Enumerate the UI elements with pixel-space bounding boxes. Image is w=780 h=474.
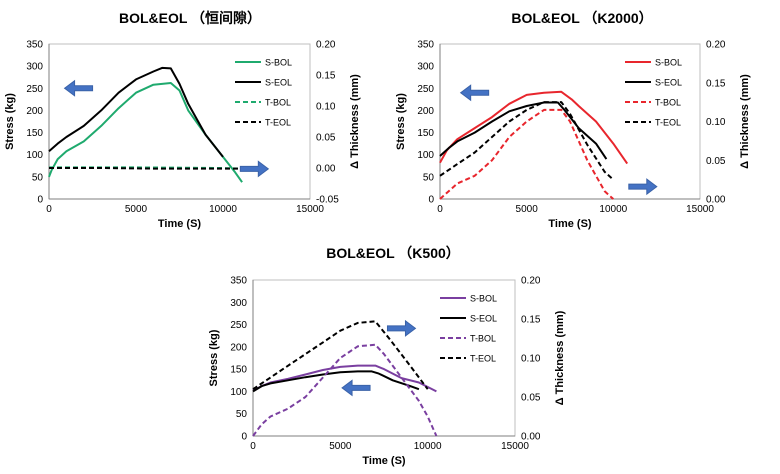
- y-tick-label: 300: [26, 62, 43, 73]
- y-axis-label: Stress (kg): [208, 329, 220, 386]
- arrow-left-icon: [63, 79, 94, 97]
- y-tick-label: 200: [26, 106, 43, 117]
- y-tick-label: 50: [236, 409, 248, 420]
- series-line-s-eol: [439, 101, 608, 160]
- chart-c: BOL&EOL （K500） 0 5000 10000 15000 0 50 100 150 20…: [208, 245, 566, 467]
- chart-title: BOL&EOL （K500）: [326, 245, 460, 261]
- y2-axis-label: Δ Thickness (mm): [739, 74, 751, 169]
- series-line-s-eol: [48, 66, 224, 158]
- legend-label: T-EOL: [655, 118, 681, 128]
- legend-label: S-EOL: [655, 78, 682, 88]
- legend-label: T-BOL: [470, 334, 496, 344]
- y2-tick-label: 0.00: [316, 164, 336, 175]
- chart-title: BOL&EOL （K2000）: [511, 10, 652, 26]
- y-tick-label: 100: [417, 150, 434, 161]
- y-tick-label: 300: [417, 62, 434, 73]
- y-tick-label: 250: [230, 320, 247, 331]
- arrow-right-icon: [386, 319, 417, 337]
- y-tick-label: 200: [230, 342, 247, 353]
- legend-label: S-BOL: [470, 294, 497, 304]
- y-tick-label: 0: [37, 195, 43, 206]
- y2-tick-label: 0.10: [316, 102, 336, 113]
- x-tick-label: 0: [46, 204, 52, 215]
- chart-title: BOL&EOL （恒间隙）: [119, 10, 261, 26]
- y2-tick-label: -0.05: [316, 195, 339, 206]
- y-tick-label: 100: [230, 387, 247, 398]
- y-tick-label: 250: [26, 84, 43, 95]
- y-tick-label: 350: [230, 276, 247, 287]
- y2-tick-label: 0.10: [706, 117, 726, 128]
- y-tick-label: 50: [423, 172, 435, 183]
- chart-b: BOL&EOL （K2000） 0 5000 10000 15000 0 50 100 150 2…: [395, 10, 751, 230]
- y2-tick-label: 0.10: [521, 354, 541, 365]
- y-tick-label: 0: [241, 432, 247, 443]
- legend-label: S-BOL: [265, 58, 292, 68]
- y2-tick-label: 0.05: [706, 156, 726, 167]
- y2-tick-label: 0.15: [706, 78, 726, 89]
- x-axis-label: Time (S): [158, 218, 202, 230]
- series-line-s-bol: [439, 90, 629, 165]
- series-line-t-eol: [252, 320, 429, 391]
- y2-tick-label: 0.15: [316, 71, 336, 82]
- y2-tick-label: 0.20: [521, 276, 541, 287]
- x-tick-label: 5000: [125, 204, 148, 215]
- y-tick-label: 150: [417, 128, 434, 139]
- x-axis-label: Time (S): [548, 218, 592, 230]
- x-tick-label: 5000: [329, 441, 352, 452]
- legend-label: S-BOL: [655, 58, 682, 68]
- x-tick-label: 10000: [209, 204, 237, 215]
- legend-label: T-BOL: [265, 98, 291, 108]
- y-tick-label: 100: [26, 150, 43, 161]
- y2-axis-label: Δ Thickness (mm): [349, 74, 361, 169]
- legend-label: T-EOL: [470, 354, 496, 364]
- x-tick-label: 10000: [599, 204, 627, 215]
- arrow-left-icon: [341, 379, 371, 397]
- series-line-t-bol: [439, 108, 614, 200]
- legend-label: T-EOL: [265, 118, 291, 128]
- x-tick-label: 15000: [501, 441, 529, 452]
- y2-tick-label: 0.05: [316, 133, 336, 144]
- legend-label: S-EOL: [265, 78, 292, 88]
- y2-tick-label: 0.15: [521, 315, 541, 326]
- y-tick-label: 0: [428, 195, 434, 206]
- series-line-t-bol: [252, 343, 438, 437]
- y-axis-label: Stress (kg): [395, 93, 407, 150]
- legend-label: T-BOL: [655, 98, 681, 108]
- y2-axis-label: Δ Thickness (mm): [554, 310, 566, 405]
- y2-tick-label: 0.05: [521, 393, 541, 404]
- y2-tick-label: 0.20: [316, 40, 336, 51]
- y-tick-label: 350: [417, 40, 434, 51]
- x-axis-label: Time (S): [362, 455, 406, 467]
- y-axis-label: Stress (kg): [4, 93, 16, 150]
- x-tick-label: 15000: [686, 204, 714, 215]
- y-tick-label: 300: [230, 298, 247, 309]
- y-tick-label: 200: [417, 106, 434, 117]
- series-line-s-eol: [252, 370, 420, 393]
- y-tick-label: 250: [417, 84, 434, 95]
- arrow-right-icon: [628, 178, 658, 196]
- y-tick-label: 50: [32, 172, 44, 183]
- y-tick-label: 150: [26, 128, 43, 139]
- x-tick-label: 0: [437, 204, 443, 215]
- arrow-right-icon: [239, 160, 270, 178]
- x-tick-label: 15000: [296, 204, 324, 215]
- arrow-left-icon: [459, 84, 490, 102]
- y2-tick-label: 0.00: [706, 195, 726, 206]
- y2-tick-label: 0.00: [521, 432, 541, 443]
- y-tick-label: 350: [26, 40, 43, 51]
- x-tick-label: 5000: [516, 204, 539, 215]
- chart-a: BOL&EOL （恒间隙） 0 5000 10000 15000 0 50 100 150 200…: [4, 10, 361, 230]
- x-tick-label: 10000: [414, 441, 442, 452]
- y2-tick-label: 0.20: [706, 40, 726, 51]
- series-line-t-eol: [439, 101, 614, 181]
- x-tick-label: 0: [250, 441, 256, 452]
- y-tick-label: 150: [230, 365, 247, 376]
- series-line-t-eol: [49, 167, 241, 170]
- legend-label: S-EOL: [470, 314, 497, 324]
